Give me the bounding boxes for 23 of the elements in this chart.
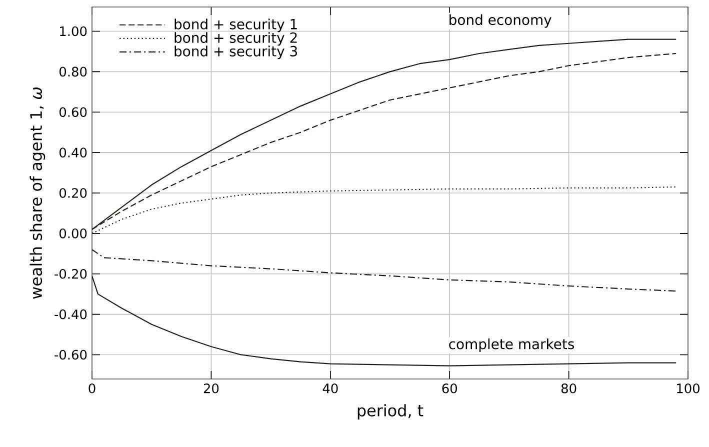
x-tick-label: 0 [88,384,96,394]
y-tick-label: -0.40 [54,309,87,320]
x-tick-label: 20 [204,384,219,394]
y-tick-label: 0.00 [60,228,87,238]
y-tick-label: -0.20 [54,268,87,279]
annotation: complete markets [449,338,574,352]
y-tick-label: -0.60 [54,350,87,360]
line-series [92,249,677,292]
x-tick-label: 100 [677,384,700,394]
y-tick-label: 0.80 [60,66,87,77]
y-tick-label: 0.60 [60,107,87,118]
legend-label: bond + security 1 [174,18,297,32]
x-tick-label: 80 [561,384,576,394]
annotation: bond economy [450,14,552,28]
x-tick-label: 60 [442,384,457,394]
x-axis-title: period, t [358,404,424,420]
legend-label: bond + security 2 [174,32,297,46]
y-axis-title: wealth share of agent 1, ω [30,88,46,299]
y-tick-label: 1.00 [60,26,87,36]
y-tick-label: 0.20 [60,188,87,198]
legend-label: bond + security 3 [174,46,298,60]
x-tick-label: 40 [322,384,338,394]
y-tick-label: 0.40 [60,148,87,158]
